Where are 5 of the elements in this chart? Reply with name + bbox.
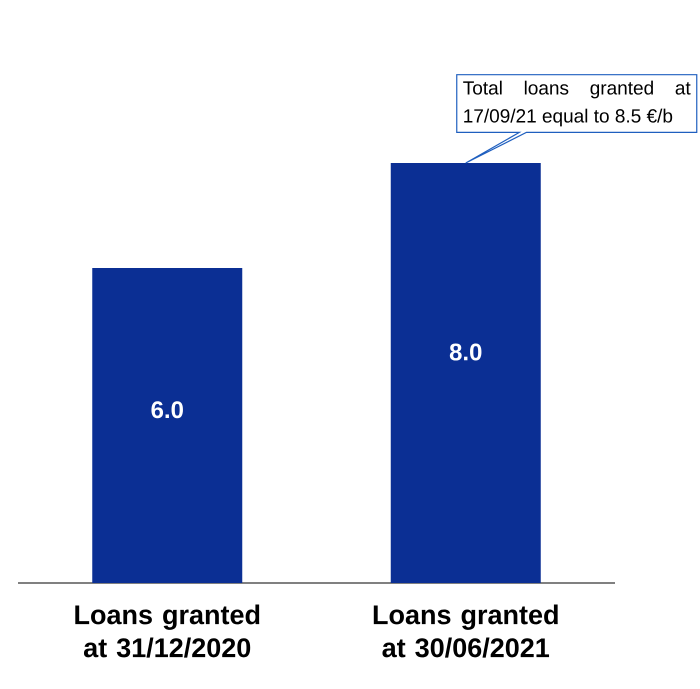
- data-label: 6.0: [151, 401, 183, 418]
- data-label: 8.0: [450, 344, 482, 360]
- text: Total loans granted at 17/09/21 equal to 8.5 €/b: [463, 80, 691, 126]
- x-tick-label: Loans granted at 31/12/2020: [75, 604, 260, 658]
- x-tick-label: Loans granted at 30/06/2021: [374, 604, 558, 658]
